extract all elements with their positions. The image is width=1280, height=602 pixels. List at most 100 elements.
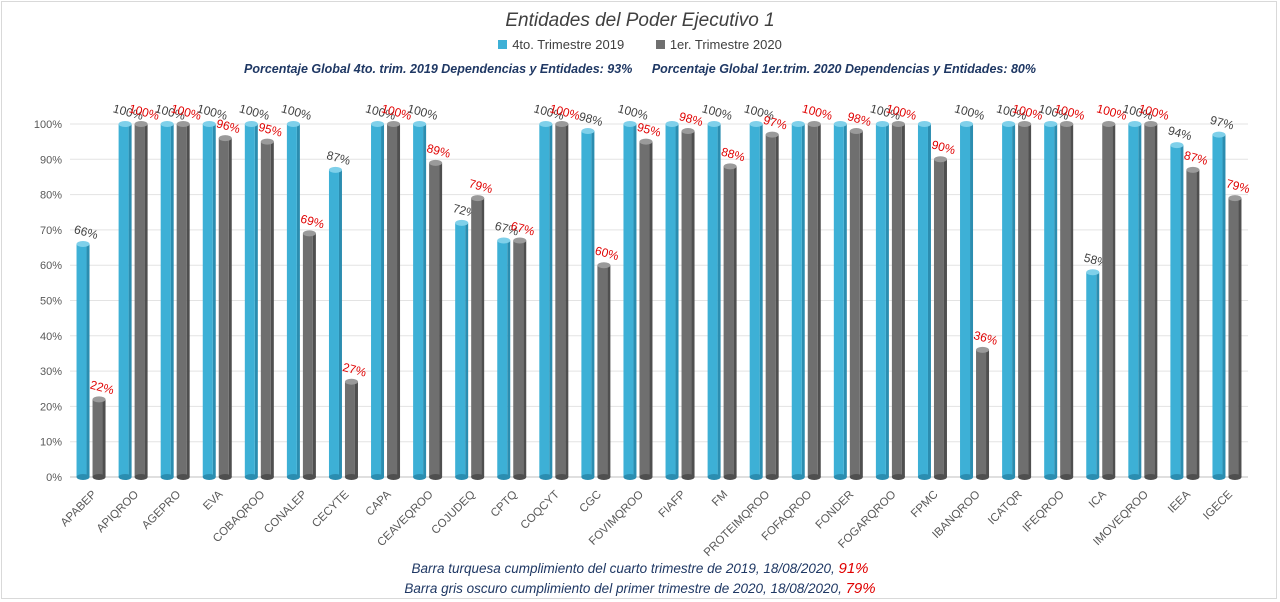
x-category-label: APIQROO <box>95 489 141 535</box>
data-label-2020: 22% <box>89 378 116 398</box>
data-label-2020: 97% <box>762 113 789 133</box>
bar-top <box>176 121 190 127</box>
x-category-label: IFEQROO <box>1021 489 1067 535</box>
bar-shade <box>128 124 132 477</box>
bar-2020 <box>681 131 692 477</box>
bar-top <box>344 378 358 385</box>
bar-shade <box>691 131 695 477</box>
bar-base <box>387 474 401 480</box>
bar-base <box>875 474 889 480</box>
bar-top <box>555 121 569 127</box>
bar-shade <box>1238 198 1242 477</box>
bar-top <box>260 138 274 145</box>
bar-shade <box>607 265 611 477</box>
bar-top <box>513 237 527 244</box>
bar-2019 <box>1170 145 1181 477</box>
bar-shade <box>1012 124 1016 477</box>
bar-shade <box>465 222 469 477</box>
bar-shade <box>817 124 821 477</box>
legend-swatch-2020 <box>655 40 665 49</box>
bar-2019 <box>118 124 129 477</box>
bar-base <box>1102 474 1116 480</box>
bar-2019 <box>917 124 928 477</box>
data-label-2020: 67% <box>509 219 536 239</box>
chart-subtitle: Porcentaje Global 4to. trim. 2019 Depend… <box>0 62 1280 76</box>
data-label-2019: 87% <box>325 148 352 168</box>
bar-top <box>891 121 905 127</box>
data-label-2019: 94% <box>1167 123 1194 143</box>
data-label-2019: 100% <box>616 101 650 123</box>
bar-2020 <box>639 141 650 477</box>
data-label-2019: 100% <box>701 101 735 123</box>
bar-base <box>849 474 863 480</box>
bar-2020 <box>555 124 566 477</box>
bar-shade <box>1028 124 1032 477</box>
legend-swatch-2019 <box>498 40 508 49</box>
bar-top <box>1044 121 1058 127</box>
bar-shade <box>1180 145 1184 477</box>
bar-base <box>933 474 947 480</box>
bar-shade <box>1154 124 1158 477</box>
data-label-2020: 88% <box>720 145 747 165</box>
bar-base <box>597 474 611 480</box>
bar-top <box>302 230 316 237</box>
bar-top <box>1144 121 1158 127</box>
legend-label-2019: 4to. Trimestre 2019 <box>512 37 625 52</box>
bar-top <box>749 121 763 127</box>
data-label-2020: 90% <box>930 138 957 158</box>
bar-base <box>623 474 637 480</box>
bar-top <box>960 121 974 127</box>
bar-base <box>160 474 174 480</box>
bar-top <box>328 166 342 173</box>
bar-base <box>1086 474 1100 480</box>
bar-base <box>344 474 358 480</box>
global-percent-2020: Porcentaje Global 1er.trim. 2020 Depende… <box>651 62 1036 76</box>
bar-2020 <box>344 381 355 477</box>
bar-shade <box>801 124 805 477</box>
bar-2019 <box>497 240 508 477</box>
bar-2020 <box>513 240 524 477</box>
bar-top <box>807 121 821 127</box>
bar-base <box>639 474 653 480</box>
bar-base <box>707 474 721 480</box>
bar-top <box>681 128 695 135</box>
data-label-2019: 67% <box>493 219 520 239</box>
x-category-label: CAPA <box>364 488 394 518</box>
bar-shade <box>1222 134 1226 477</box>
bar-base <box>917 474 931 480</box>
bar-base <box>1002 474 1016 480</box>
bar-base <box>1044 474 1058 480</box>
bar-shade <box>296 124 300 477</box>
bar-2019 <box>160 124 171 477</box>
footer-line-1-value: 91% <box>838 560 869 577</box>
bar-2019 <box>539 124 550 477</box>
data-label-2020: 89% <box>425 141 452 161</box>
bar-top <box>371 121 385 127</box>
bar-2020 <box>933 159 944 478</box>
bar-shade <box>397 124 401 477</box>
y-tick-label: 30% <box>40 366 62 378</box>
x-category-label: FONDER <box>814 489 857 532</box>
bar-top <box>917 121 931 127</box>
bar-base <box>833 474 847 480</box>
bar-base <box>681 474 695 480</box>
bar-2020 <box>976 349 987 477</box>
bar-shade <box>759 124 763 477</box>
bar-top <box>118 121 132 127</box>
bar-shade <box>591 131 595 477</box>
y-tick-label: 0% <box>46 472 62 484</box>
bar-2019 <box>76 244 87 477</box>
bar-base <box>92 474 106 480</box>
bar-shade <box>675 124 679 477</box>
bar-top <box>723 163 737 170</box>
bar-2020 <box>765 134 776 477</box>
bar-shade <box>170 124 174 477</box>
x-category-label: FM <box>710 489 730 509</box>
bar-top <box>497 237 511 244</box>
y-tick-label: 100% <box>34 119 62 131</box>
bar-top <box>218 135 232 142</box>
bar-2020 <box>176 124 187 477</box>
bar-base <box>665 474 679 480</box>
bar-2019 <box>1002 124 1013 477</box>
x-category-label: AGEPRO <box>140 489 183 532</box>
